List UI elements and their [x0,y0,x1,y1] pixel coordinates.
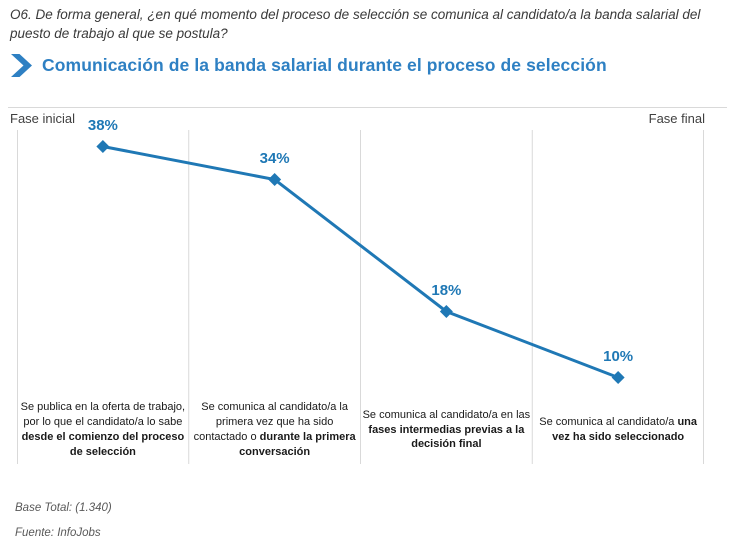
category-label-text: Se publica en la oferta de trabajo, por … [20,401,186,429]
base-total-note: Base Total: (1.340) [15,502,112,514]
source-note: Fuente: InfoJobs [15,527,101,539]
category-label-text: Se comunica al candidato/a [539,416,678,429]
data-point-marker [96,140,110,153]
chart-title: Comunicación de la banda salarial durant… [42,55,607,75]
line-chart [17,130,704,464]
category-label: Se comunica al candidato/a la primera ve… [189,386,361,474]
category-label: Se comunica al candidato/a en las fases … [361,386,533,474]
category-labels-row: Se publica en la oferta de trabajo, por … [17,386,704,474]
phase-label-final: Fase final [648,111,705,126]
chart-top-border [8,107,727,108]
phase-axis-labels: Fase inicial Fase final [10,111,705,126]
question-text: O6. De forma general, ¿en qué momento de… [10,7,701,41]
data-point-marker [268,173,282,186]
category-label-bold: desde el comienzo del proceso de selecci… [21,431,185,458]
line-chart-svg [17,130,704,464]
data-point-marker [611,371,625,384]
data-point-marker [439,305,453,318]
category-label: Se publica en la oferta de trabajo, por … [17,386,189,474]
phase-label-initial: Fase inicial [10,111,76,126]
category-label: Se comunica al candidato/a una vez ha si… [532,386,704,474]
category-label-bold: durante la primera conversación [239,431,356,458]
category-label-text: Se comunica al candidato/a la primera ve… [193,401,348,443]
section-title-row: Comunicación de la banda salarial durant… [10,53,607,78]
category-label-bold: fases intermedias previas a la decisión … [368,423,525,451]
category-label-text: Se comunica al candidato/a en las [362,408,531,421]
category-label-bold: una vez ha sido seleccionado [552,416,697,443]
trend-line [102,145,619,379]
chevron-right-icon [11,54,32,77]
